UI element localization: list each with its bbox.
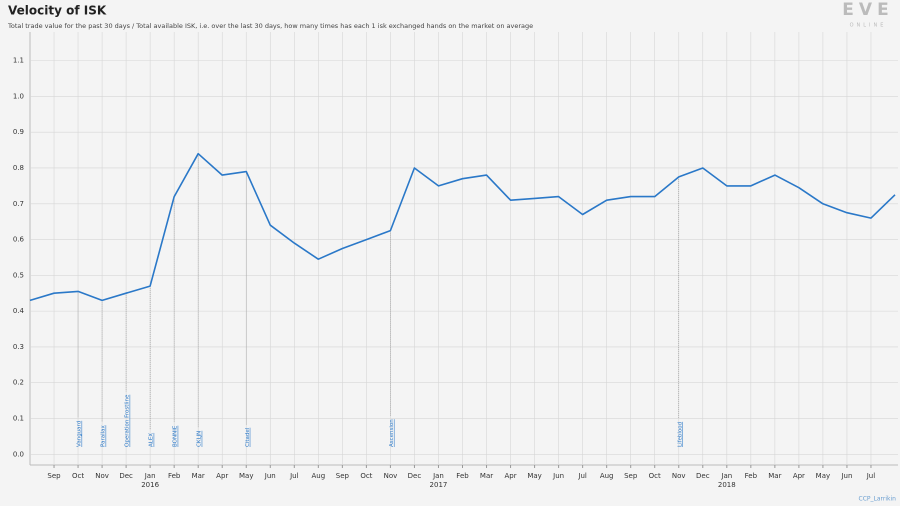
x-tick-label: Jun: [840, 472, 852, 480]
x-tick-label: Nov: [672, 472, 686, 480]
x-tick-label: Feb: [745, 472, 758, 480]
x-tick-label: Jan: [144, 472, 156, 480]
credit: CCP_Larrikin: [859, 496, 897, 503]
x-tick-label: Dec: [119, 472, 133, 480]
annotation-label: CKLJN: [197, 431, 203, 447]
x-tick-label: Apr: [793, 472, 805, 480]
annotation-label: Parallax: [101, 425, 107, 447]
x-tick-label: Jan: [720, 472, 732, 480]
x-tick-label: Mar: [480, 472, 493, 480]
y-tick-label: 0.8: [13, 164, 24, 172]
annotation-label: Ascension: [389, 419, 395, 447]
x-tick-label: Oct: [72, 472, 84, 480]
x-tick-label: Jul: [866, 472, 876, 480]
chart-title: Velocity of ISK: [8, 4, 107, 18]
logo: EVE: [842, 0, 893, 20]
y-tick-label: 0.3: [13, 343, 24, 351]
annotation-label: Lifeblood: [677, 422, 683, 447]
x-tick-label: Mar: [192, 472, 205, 480]
x-tick-label: Apr: [216, 472, 228, 480]
y-tick-label: 0.7: [13, 200, 24, 208]
annotation-label: Citadel: [245, 427, 251, 447]
x-tick-label: Jul: [577, 472, 587, 480]
x-tick-label: Nov: [384, 472, 398, 480]
y-tick-label: 0.6: [13, 236, 25, 244]
x-tick-label: Oct: [649, 472, 661, 480]
y-tick-label: 0.9: [13, 128, 24, 136]
x-tick-label: May: [239, 472, 253, 480]
x-tick-label: Nov: [95, 472, 109, 480]
y-tick-label: 0.0: [13, 450, 24, 458]
x-tick-label: Dec: [408, 472, 422, 480]
annotation-label: BONNIE: [173, 425, 179, 447]
x-tick-label: Feb: [168, 472, 181, 480]
annotation-label: Vanguard: [77, 421, 83, 447]
x-tick-label: Aug: [600, 472, 614, 480]
x-tick-label: Jun: [264, 472, 276, 480]
x-tick-label: Feb: [456, 472, 469, 480]
x-tick-label: Jan: [432, 472, 444, 480]
x-tick-label: Sep: [336, 472, 350, 480]
x-year-label: 2017: [430, 481, 448, 489]
data-line: [29, 152, 896, 302]
x-tick-label: May: [527, 472, 541, 480]
x-tick-label: Dec: [696, 472, 710, 480]
y-tick-label: 0.1: [13, 414, 24, 422]
y-tick-label: 1.1: [13, 57, 24, 65]
chart-subtitle: Total trade value for the past 30 days /…: [7, 22, 533, 30]
x-tick-label: Jun: [552, 472, 564, 480]
y-tick-label: 0.4: [13, 307, 25, 315]
y-tick-label: 0.2: [13, 379, 24, 387]
x-tick-label: May: [816, 472, 830, 480]
x-tick-label: Aug: [311, 472, 325, 480]
x-tick-label: Jul: [289, 472, 299, 480]
x-tick-label: Sep: [47, 472, 61, 480]
logo-sub: ONLINE: [850, 23, 887, 29]
y-tick-label: 1.0: [13, 92, 24, 100]
x-tick-label: Apr: [504, 472, 516, 480]
x-tick-label: Oct: [360, 472, 372, 480]
x-tick-label: Sep: [624, 472, 638, 480]
y-tick-label: 0.5: [13, 271, 24, 279]
annotation-label: ALEX: [149, 433, 155, 447]
x-year-label: 2016: [141, 481, 159, 489]
x-year-label: 2018: [718, 481, 736, 489]
annotation-label: Operation Frostline: [125, 394, 131, 447]
x-tick-label: Mar: [768, 472, 781, 480]
